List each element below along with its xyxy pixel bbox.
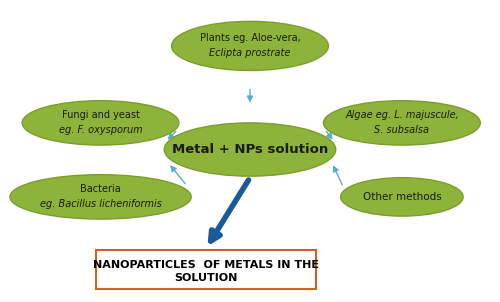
Text: Other methods: Other methods — [362, 192, 442, 202]
Text: eg. F. oxysporum: eg. F. oxysporum — [58, 125, 142, 135]
FancyBboxPatch shape — [96, 250, 316, 289]
Ellipse shape — [340, 178, 463, 216]
Text: S. subsalsa: S. subsalsa — [374, 125, 430, 135]
Text: NANOPARTICLES  OF METALS IN THE: NANOPARTICLES OF METALS IN THE — [93, 260, 319, 270]
Text: Bacteria: Bacteria — [80, 184, 121, 194]
Ellipse shape — [164, 123, 336, 176]
Text: SOLUTION: SOLUTION — [174, 273, 238, 283]
Text: Eclipta prostrate: Eclipta prostrate — [210, 48, 290, 58]
Text: Algae eg. L. majuscule,: Algae eg. L. majuscule, — [345, 110, 459, 120]
Text: eg. Bacillus licheniformis: eg. Bacillus licheniformis — [40, 199, 162, 209]
Text: Plants eg. Aloe-vera,: Plants eg. Aloe-vera, — [200, 33, 300, 43]
Ellipse shape — [324, 101, 480, 145]
Text: Metal + NPs solution: Metal + NPs solution — [172, 143, 328, 156]
Text: Fungi and yeast: Fungi and yeast — [62, 110, 140, 120]
Ellipse shape — [172, 21, 328, 70]
Ellipse shape — [22, 101, 179, 145]
Ellipse shape — [10, 175, 191, 219]
